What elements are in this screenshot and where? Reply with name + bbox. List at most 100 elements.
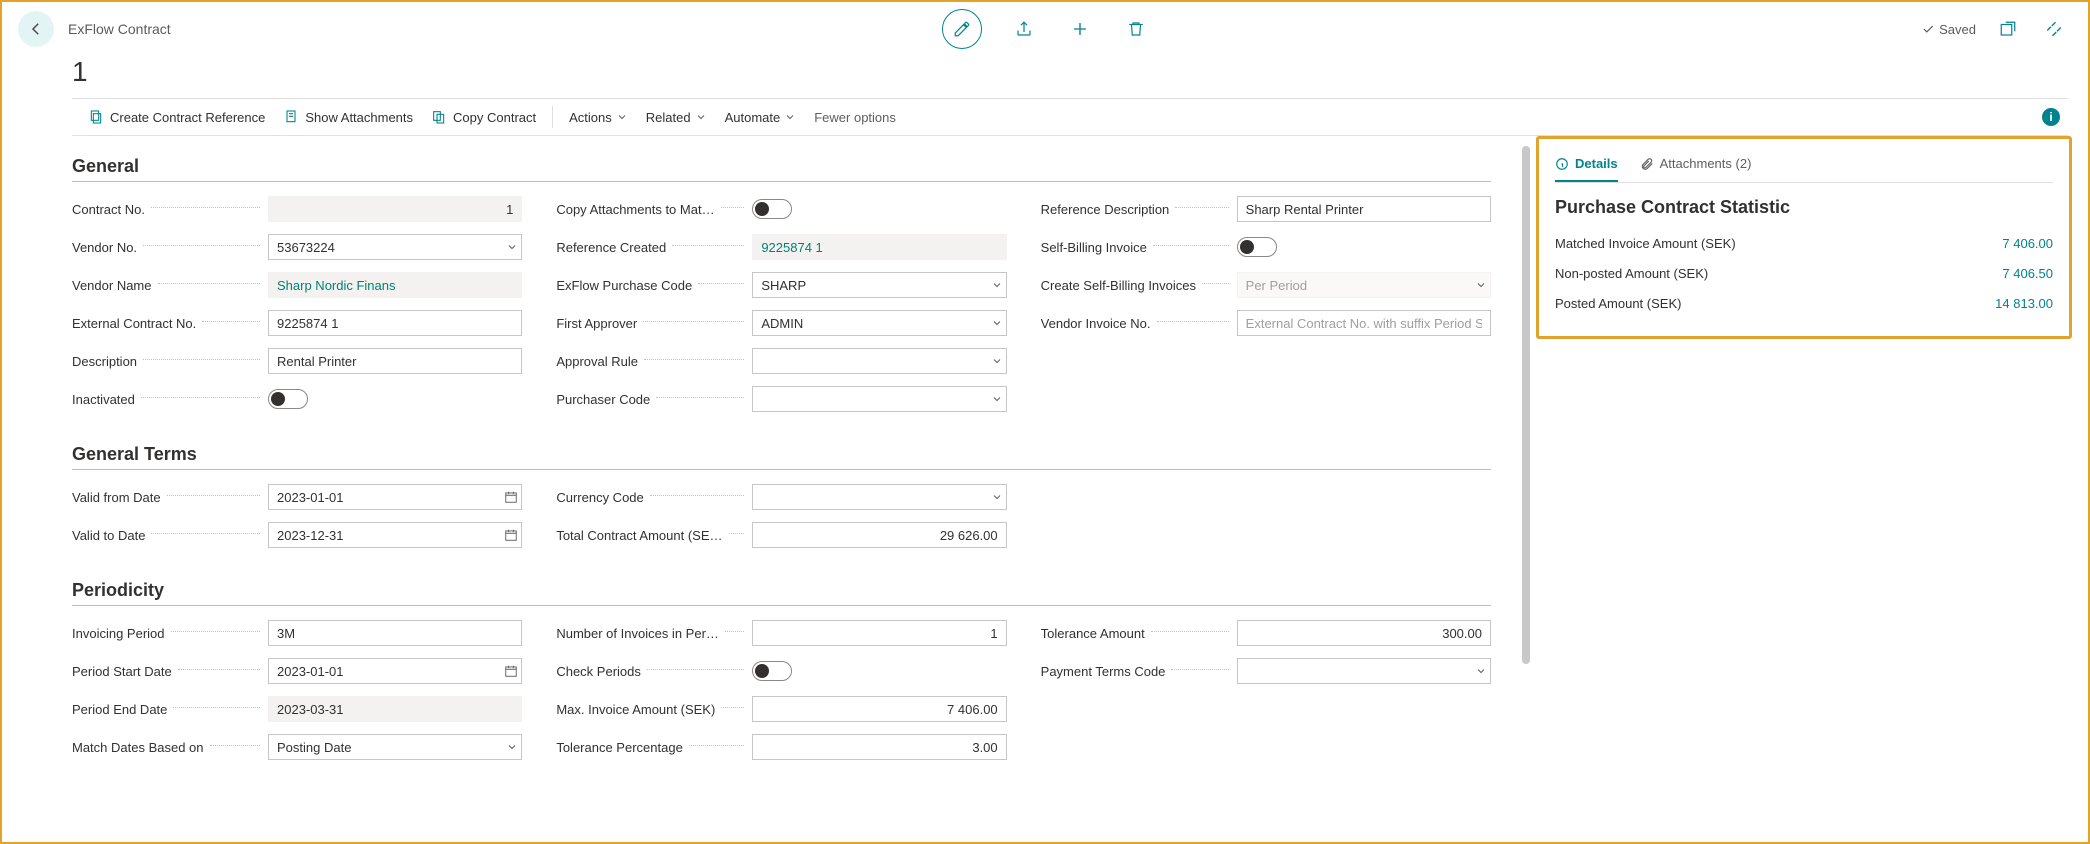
tolerance-pct-field[interactable]	[752, 734, 1006, 760]
saved-indicator: Saved	[1921, 22, 1976, 37]
tolerance-amount-field[interactable]	[1237, 620, 1491, 646]
create-self-billing-field[interactable]	[1237, 272, 1491, 298]
stat-value[interactable]: 7 406.00	[2002, 236, 2053, 251]
purchase-code-field[interactable]	[752, 272, 1006, 298]
reference-description-field[interactable]	[1237, 196, 1491, 222]
copy-attachments-toggle[interactable]	[752, 199, 792, 219]
collapse-icon	[2045, 20, 2063, 38]
automate-menu[interactable]: Automate	[725, 110, 797, 125]
payment-terms-field[interactable]	[1237, 658, 1491, 684]
tab-details-label: Details	[1575, 156, 1618, 171]
label-match-dates: Match Dates Based on	[72, 740, 204, 755]
chevron-down-icon	[784, 111, 796, 123]
stat-key: Matched Invoice Amount (SEK)	[1555, 236, 1736, 251]
paperclip-icon	[1640, 157, 1654, 171]
label-purchaser-code: Purchaser Code	[556, 392, 650, 407]
stat-row: Matched Invoice Amount (SEK) 7 406.00	[1555, 228, 2053, 258]
label-purchase-code: ExFlow Purchase Code	[556, 278, 692, 293]
show-attachments-button[interactable]: Show Attachments	[283, 109, 413, 125]
inactivated-toggle[interactable]	[268, 389, 308, 409]
chevron-down-icon	[616, 111, 628, 123]
check-periods-toggle[interactable]	[752, 661, 792, 681]
vertical-scrollbar[interactable]	[1521, 146, 1531, 810]
section-heading-general: General	[72, 156, 1491, 182]
vendor-name-field[interactable]	[268, 272, 522, 298]
arrow-left-icon	[27, 20, 45, 38]
label-valid-to: Valid to Date	[72, 528, 145, 543]
collapse-button[interactable]	[2040, 15, 2068, 43]
share-icon	[1015, 20, 1033, 38]
match-dates-field[interactable]	[268, 734, 522, 760]
currency-code-field[interactable]	[752, 484, 1006, 510]
fewer-options-button[interactable]: Fewer options	[814, 110, 896, 125]
num-invoices-field[interactable]	[752, 620, 1006, 646]
factbox-heading: Purchase Contract Statistic	[1555, 197, 2053, 218]
edit-button[interactable]	[942, 9, 982, 49]
stat-value[interactable]: 7 406.50	[2002, 266, 2053, 281]
label-copy-attachments: Copy Attachments to Mat…	[556, 202, 714, 217]
period-start-field[interactable]	[268, 658, 522, 684]
attachment-icon	[283, 109, 299, 125]
valid-to-field[interactable]	[268, 522, 522, 548]
tab-attachments-label: Attachments (2)	[1660, 156, 1752, 171]
self-billing-toggle[interactable]	[1237, 237, 1277, 257]
label-payment-terms: Payment Terms Code	[1041, 664, 1166, 679]
fewer-options-label: Fewer options	[814, 110, 896, 125]
actions-label: Actions	[569, 110, 612, 125]
related-label: Related	[646, 110, 691, 125]
label-contract-no: Contract No.	[72, 202, 145, 217]
reference-created-field[interactable]	[752, 234, 1006, 260]
copy-contract-label: Copy Contract	[453, 110, 536, 125]
total-contract-amount-field[interactable]	[752, 522, 1006, 548]
label-valid-from: Valid from Date	[72, 490, 161, 505]
info-icon	[1555, 157, 1569, 171]
popout-button[interactable]	[1994, 15, 2022, 43]
factbox-panel: Details Attachments (2) Purchase Contrac…	[1536, 136, 2072, 339]
section-heading-periodicity: Periodicity	[72, 580, 1491, 606]
label-num-invoices: Number of Invoices in Per…	[556, 626, 719, 641]
label-create-self-billing: Create Self-Billing Invoices	[1041, 278, 1196, 293]
delete-button[interactable]	[1122, 15, 1150, 43]
label-invoicing-period: Invoicing Period	[72, 626, 165, 641]
valid-from-field[interactable]	[268, 484, 522, 510]
label-reference-description: Reference Description	[1041, 202, 1170, 217]
stat-value[interactable]: 14 813.00	[1995, 296, 2053, 311]
label-vendor-name: Vendor Name	[72, 278, 152, 293]
label-period-end: Period End Date	[72, 702, 167, 717]
document-link-icon	[88, 109, 104, 125]
record-number: 1	[2, 56, 2088, 98]
stat-row: Posted Amount (SEK) 14 813.00	[1555, 288, 2053, 318]
description-field[interactable]	[268, 348, 522, 374]
show-attachments-label: Show Attachments	[305, 110, 413, 125]
label-max-invoice-amount: Max. Invoice Amount (SEK)	[556, 702, 715, 717]
share-button[interactable]	[1010, 15, 1038, 43]
tab-details[interactable]: Details	[1555, 147, 1618, 182]
actions-menu[interactable]: Actions	[569, 110, 628, 125]
purchaser-code-field[interactable]	[752, 386, 1006, 412]
pencil-icon	[953, 20, 971, 38]
tab-attachments[interactable]: Attachments (2)	[1640, 147, 1752, 182]
new-button[interactable]	[1066, 15, 1094, 43]
related-menu[interactable]: Related	[646, 110, 707, 125]
back-button[interactable]	[18, 11, 54, 47]
label-tolerance-pct: Tolerance Percentage	[556, 740, 682, 755]
create-contract-reference-label: Create Contract Reference	[110, 110, 265, 125]
external-contract-no-field[interactable]	[268, 310, 522, 336]
chevron-down-icon	[695, 111, 707, 123]
label-description: Description	[72, 354, 137, 369]
label-approval-rule: Approval Rule	[556, 354, 638, 369]
label-vendor-no: Vendor No.	[72, 240, 137, 255]
approval-rule-field[interactable]	[752, 348, 1006, 374]
label-tolerance-amount: Tolerance Amount	[1041, 626, 1145, 641]
info-badge[interactable]: i	[2042, 108, 2060, 126]
max-invoice-amount-field[interactable]	[752, 696, 1006, 722]
automate-label: Automate	[725, 110, 781, 125]
vendor-invoice-no-field[interactable]	[1237, 310, 1491, 336]
invoicing-period-field[interactable]	[268, 620, 522, 646]
saved-label: Saved	[1939, 22, 1976, 37]
first-approver-field[interactable]	[752, 310, 1006, 336]
copy-contract-button[interactable]: Copy Contract	[431, 109, 536, 125]
create-contract-reference-button[interactable]: Create Contract Reference	[88, 109, 265, 125]
vendor-no-field[interactable]	[268, 234, 522, 260]
stat-key: Non-posted Amount (SEK)	[1555, 266, 1708, 281]
